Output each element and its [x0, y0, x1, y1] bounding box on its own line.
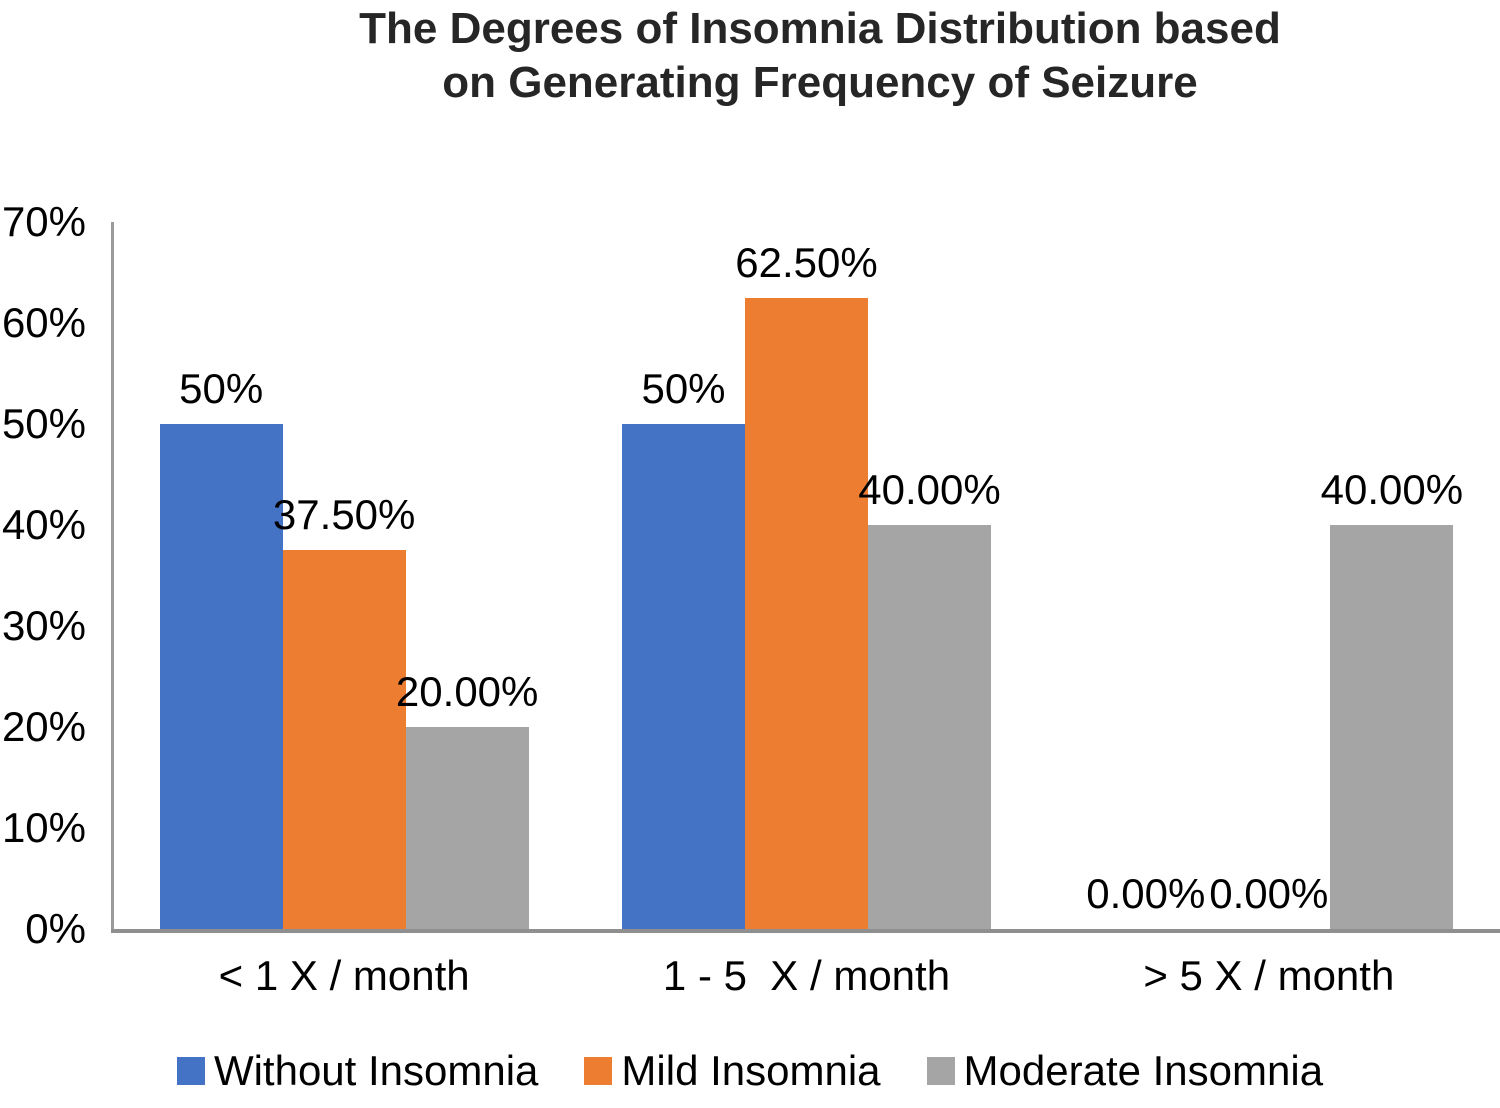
legend-item: Mild Insomnia	[584, 1047, 881, 1094]
value-label: 0.00%	[1086, 869, 1206, 917]
legend-swatch	[926, 1057, 955, 1086]
value-label: 40.00%	[858, 465, 1001, 513]
value-label: 37.50%	[272, 491, 416, 539]
value-label: 40.00%	[1320, 465, 1464, 513]
x-axis-line	[111, 929, 1500, 933]
x-category-label: 1 - 5 X / month	[662, 952, 951, 999]
legend-item: Without Insomnia	[176, 1047, 539, 1094]
chart-bar	[745, 297, 868, 929]
legend-label: Without Insomnia	[213, 1047, 539, 1094]
chart-bar	[282, 550, 406, 929]
y-tick-label: 20%	[1, 703, 86, 750]
legend: Without Insomnia Mild Insomnia Moderate In…	[0, 1047, 1500, 1094]
plot-area: 50% 37.50% 20.00% 50% 62.50% 40.00% 0.00% 0.00%…	[113, 222, 1500, 929]
x-category-label: < 1 X / month	[218, 952, 470, 999]
value-label: 50%	[641, 364, 726, 412]
legend-swatch	[584, 1057, 613, 1086]
chart-bar	[1330, 525, 1454, 929]
legend-label: Mild Insomnia	[621, 1047, 881, 1094]
legend-swatch	[176, 1057, 205, 1086]
chart-bar	[405, 727, 529, 929]
y-axis-tick-labels: 0% 10% 20% 30% 40% 50% 60% 70%	[0, 201, 90, 950]
value-label: 20.00%	[395, 667, 539, 715]
x-axis-category-labels: < 1 X / month 1 - 5 X / month > 5 X / mont…	[113, 952, 1500, 1003]
y-tick-label: 50%	[1, 400, 86, 447]
y-axis-line	[111, 222, 114, 929]
chart-title: The Degrees of Insomnia Distribution bas…	[359, 4, 1281, 107]
chart-bar	[868, 525, 991, 929]
y-tick-label: 0%	[25, 905, 86, 952]
chart-bar	[622, 424, 745, 929]
y-tick-label: 60%	[1, 299, 86, 346]
value-label: 62.50%	[735, 238, 878, 286]
y-tick-label: 70%	[1, 198, 86, 245]
y-tick-label: 30%	[1, 602, 86, 649]
value-label: 50%	[179, 364, 264, 412]
chart-bar	[159, 424, 283, 929]
x-category-label: > 5 X / month	[1143, 952, 1395, 999]
y-tick-label: 40%	[1, 501, 86, 548]
legend-item: Moderate Insomnia	[926, 1047, 1324, 1094]
value-label: 0.00%	[1209, 869, 1329, 917]
legend-label: Moderate Insomnia	[963, 1047, 1324, 1094]
y-tick-label: 10%	[1, 804, 86, 851]
